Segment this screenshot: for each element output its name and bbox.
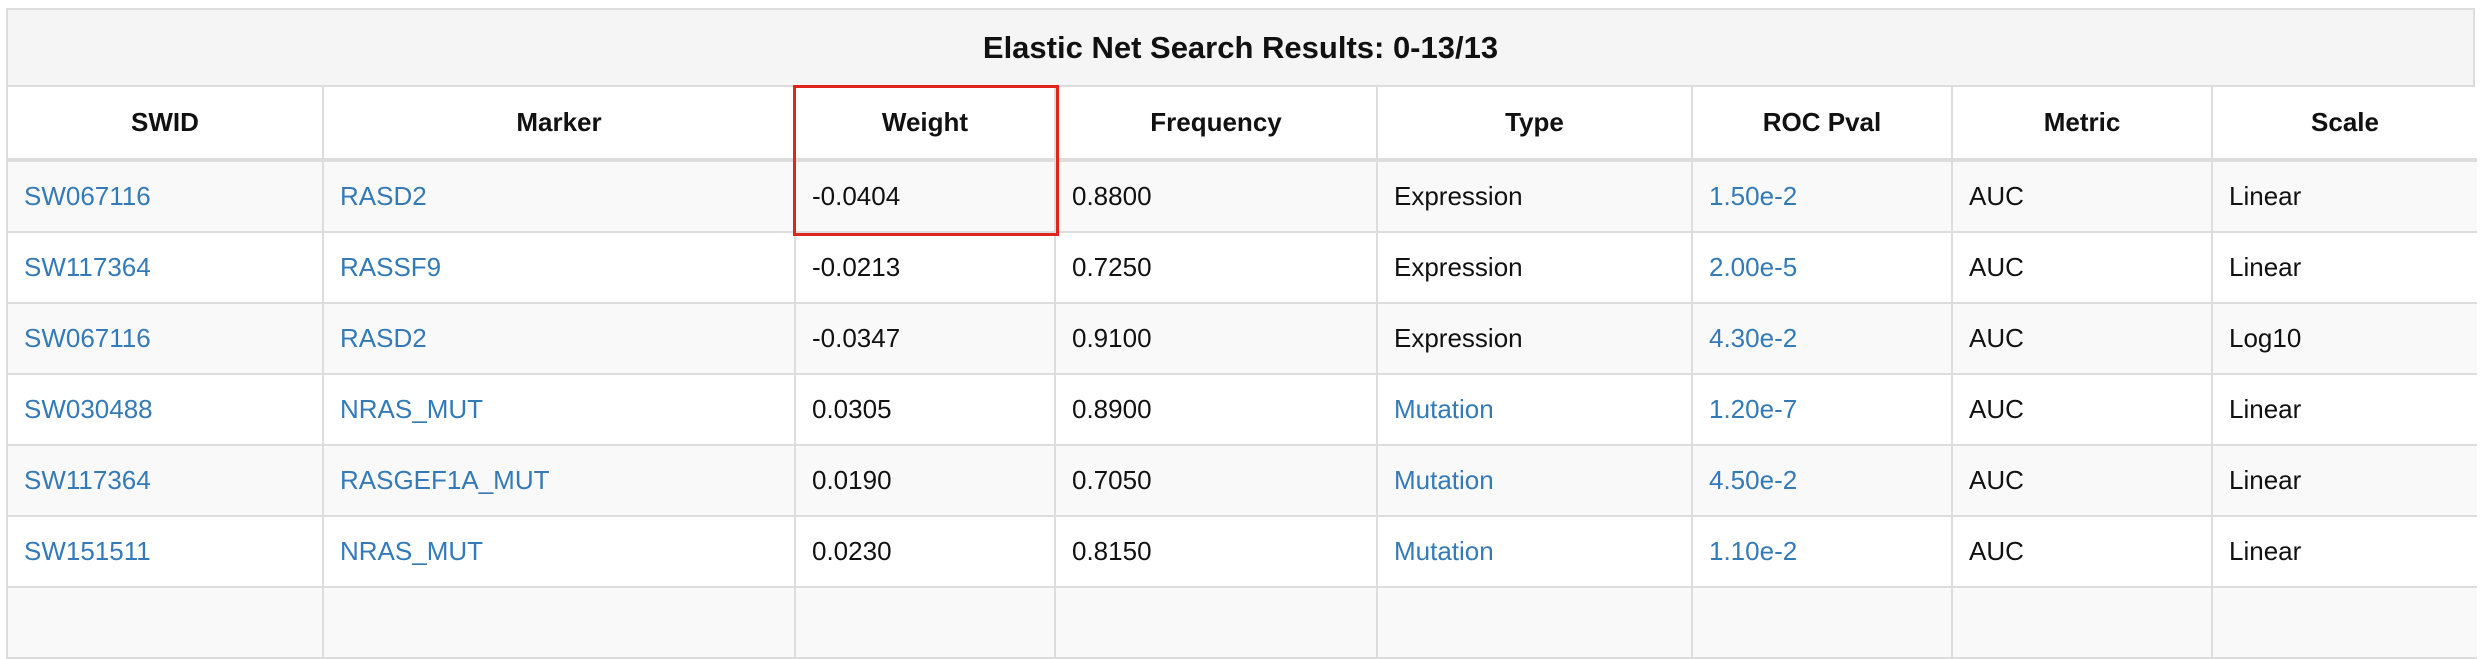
roc-pval-link[interactable]: 1.20e-7 [1709,394,1798,424]
cell-weight: -0.0213 [795,232,1056,304]
cell-type: Mutation [1377,445,1693,517]
cell-roc-pval: 1.20e-7 [1692,374,1953,446]
cell-frequency: 0.9100 [1055,303,1378,375]
table-row: SW117364 RASGEF1A_MUT 0.0190 0.7050 Muta… [8,445,2477,517]
swid-link[interactable]: SW151511 [24,536,151,566]
cell-frequency: 0.8800 [1055,160,1378,233]
cell-frequency: 0.8900 [1055,374,1378,446]
roc-pval-link[interactable]: 4.50e-2 [1709,465,1798,495]
type-link[interactable]: Mutation [1394,394,1494,424]
cell-type: Expression [1377,232,1693,304]
table-row: SW067116 RASD2 -0.0347 0.9100 Expression… [8,303,2477,375]
cell-metric: AUC [1952,374,2213,446]
swid-link[interactable]: SW067116 [24,323,151,353]
marker-link[interactable]: NRAS_MUT [340,394,484,424]
cell-scale: Linear [2212,160,2477,233]
column-header-type[interactable]: Type [1377,87,1693,162]
cell-roc-pval: 4.30e-2 [1692,303,1953,375]
cell-metric: AUC [1952,303,2213,375]
roc-pval-link[interactable]: 1.50e-2 [1709,181,1798,211]
swid-link[interactable]: SW067116 [24,181,151,211]
marker-link[interactable]: RASD2 [340,181,427,211]
cell-roc-pval: 2.00e-5 [1692,232,1953,304]
cell-metric: AUC [1952,232,2213,304]
column-header-swid[interactable]: SWID [8,87,324,162]
cell-marker: RASSF9 [323,232,796,304]
cell-marker: RASD2 [323,160,796,233]
cell-metric: AUC [1952,516,2213,588]
swid-link[interactable]: SW117364 [24,252,151,282]
marker-link[interactable]: RASSF9 [340,252,442,282]
swid-link[interactable]: SW030488 [24,394,153,424]
cell-swid: SW067116 [8,303,324,375]
cell-scale: Linear [2212,445,2477,517]
cell-type: Mutation [1377,374,1693,446]
cell-marker: RASGEF1A_MUT [323,445,796,517]
results-panel: Elastic Net Search Results: 0-13/13 SWID… [6,8,2477,659]
cell-swid: SW117364 [8,232,324,304]
column-header-metric[interactable]: Metric [1952,87,2213,162]
swid-link[interactable]: SW117364 [24,465,151,495]
type-link[interactable]: Mutation [1394,465,1494,495]
cell-scale: Linear [2212,232,2477,304]
table-row: SW030488 NRAS_MUT 0.0305 0.8900 Mutation… [8,374,2477,446]
results-title: Elastic Net Search Results: 0-13/13 [8,10,2473,87]
column-header-weight[interactable]: Weight [795,87,1056,162]
results-table: SWID Marker Weight Frequency Type ROC Pv… [8,87,2477,659]
marker-link[interactable]: NRAS_MUT [340,536,484,566]
cell-type [1377,587,1693,659]
cell-scale: Linear [2212,374,2477,446]
cell-frequency [1055,587,1378,659]
cell-metric: AUC [1952,160,2213,233]
column-header-frequency[interactable]: Frequency [1055,87,1378,162]
table-row: SW151511 NRAS_MUT 0.0230 0.8150 Mutation… [8,516,2477,588]
roc-pval-link[interactable]: 2.00e-5 [1709,252,1798,282]
cell-weight: -0.0347 [795,303,1056,375]
cell-roc-pval [1692,587,1953,659]
cell-swid: SW030488 [8,374,324,446]
cell-scale [2212,587,2477,659]
cell-weight: -0.0404 [795,160,1056,233]
column-header-scale[interactable]: Scale [2212,87,2477,162]
roc-pval-link[interactable]: 4.30e-2 [1709,323,1798,353]
cell-scale: Log10 [2212,303,2477,375]
cell-scale: Linear [2212,516,2477,588]
table-row: SW067116 RASD2 -0.0404 0.8800 Expression… [8,160,2477,233]
column-header-roc-pval[interactable]: ROC Pval [1692,87,1953,162]
cell-frequency: 0.8150 [1055,516,1378,588]
cell-metric [1952,587,2213,659]
cell-swid [8,587,324,659]
cell-swid: SW117364 [8,445,324,517]
cell-marker: RASD2 [323,303,796,375]
table-row: SW117364 RASSF9 -0.0213 0.7250 Expressio… [8,232,2477,304]
cell-roc-pval: 4.50e-2 [1692,445,1953,517]
cell-type: Mutation [1377,516,1693,588]
cell-type: Expression [1377,303,1693,375]
cell-frequency: 0.7050 [1055,445,1378,517]
cell-swid: SW151511 [8,516,324,588]
marker-link[interactable]: RASGEF1A_MUT [340,465,550,495]
column-header-marker[interactable]: Marker [323,87,796,162]
marker-link[interactable]: RASD2 [340,323,427,353]
cell-marker: NRAS_MUT [323,374,796,446]
cell-weight: 0.0230 [795,516,1056,588]
cell-roc-pval: 1.10e-2 [1692,516,1953,588]
cell-weight [795,587,1056,659]
table-row [8,587,2477,659]
cell-weight: 0.0305 [795,374,1056,446]
cell-frequency: 0.7250 [1055,232,1378,304]
cell-weight: 0.0190 [795,445,1056,517]
cell-swid: SW067116 [8,160,324,233]
cell-marker [323,587,796,659]
cell-roc-pval: 1.50e-2 [1692,160,1953,233]
cell-metric: AUC [1952,445,2213,517]
type-link[interactable]: Mutation [1394,536,1494,566]
roc-pval-link[interactable]: 1.10e-2 [1709,536,1798,566]
cell-marker: NRAS_MUT [323,516,796,588]
cell-type: Expression [1377,160,1693,233]
table-header-row: SWID Marker Weight Frequency Type ROC Pv… [8,87,2477,162]
